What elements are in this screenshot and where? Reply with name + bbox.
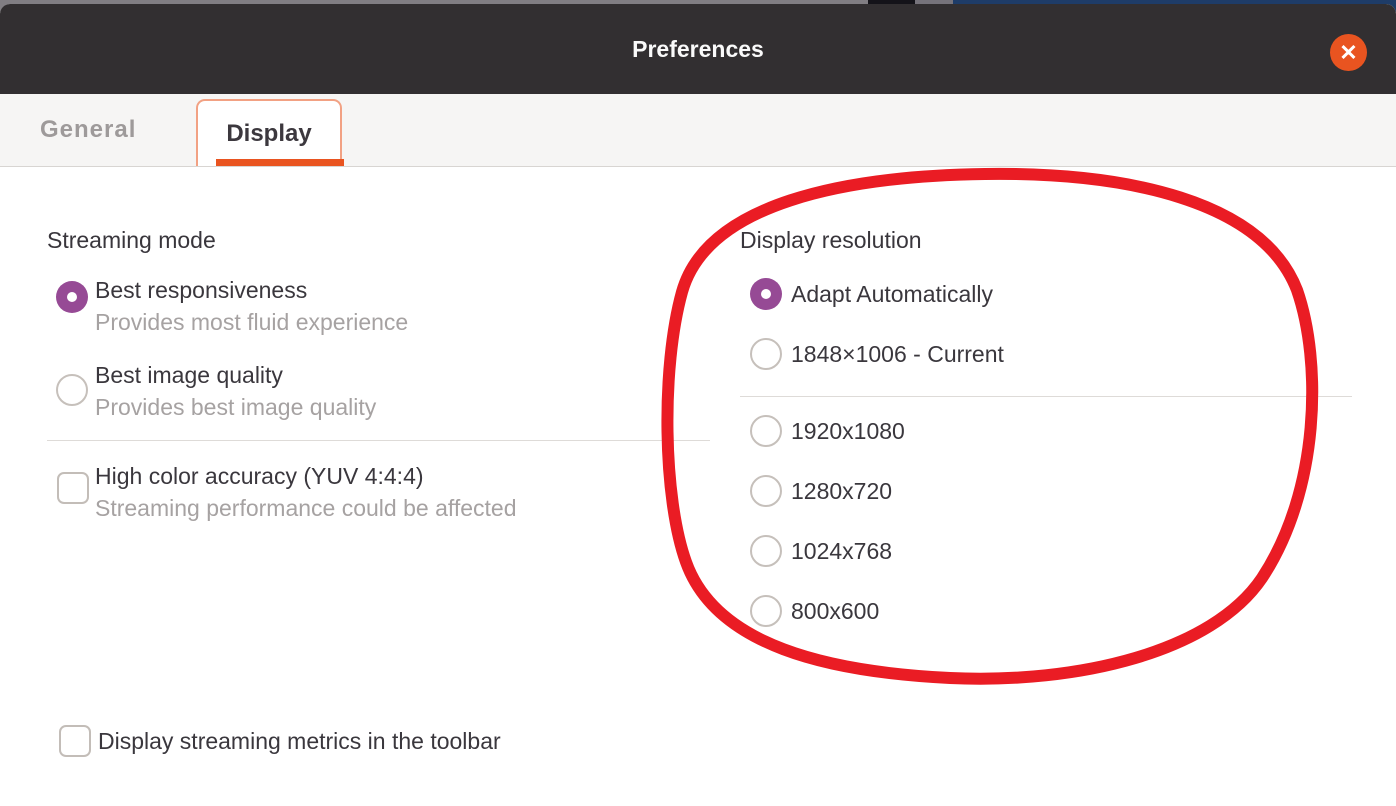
radio-icon[interactable] <box>56 374 88 406</box>
radio-best-image-quality-description: Provides best image quality <box>95 394 377 420</box>
resolution-option-1[interactable] <box>750 338 782 370</box>
streaming-metrics-label[interactable]: Display streaming metrics in the toolbar <box>98 728 501 754</box>
streaming-metrics-checkbox[interactable] <box>59 725 91 757</box>
resolution-option-4[interactable] <box>750 535 782 567</box>
radio-icon[interactable] <box>750 535 782 567</box>
resolution-option-5-label[interactable]: 800x600 <box>791 598 880 624</box>
streaming-mode-header: Streaming mode <box>47 227 216 253</box>
resolution-option-0-label[interactable]: Adapt Automatically <box>791 281 994 307</box>
tab-general-label: General <box>40 116 137 143</box>
checkbox-icon[interactable] <box>57 472 89 504</box>
radio-best-image-quality[interactable] <box>56 374 88 406</box>
radio-best-responsiveness-label[interactable]: Best responsiveness <box>95 277 308 303</box>
radio-icon[interactable] <box>750 475 782 507</box>
display-resolution-header: Display resolution <box>740 227 922 253</box>
resolution-option-1-label[interactable]: 1848×1006 - Current <box>791 341 1004 367</box>
resolution-option-5[interactable] <box>750 595 782 627</box>
checkbox-icon[interactable] <box>59 725 91 757</box>
radio-best-responsiveness-description: Provides most fluid experience <box>95 309 409 335</box>
high-color-accuracy-label[interactable]: High color accuracy (YUV 4:4:4) <box>95 463 424 489</box>
titlebar[interactable]: Preferences ✕ <box>0 4 1396 94</box>
high-color-accuracy-description: Streaming performance could be affected <box>95 495 517 521</box>
resolution-separator <box>740 396 1352 397</box>
tab-display-label: Display <box>226 119 312 147</box>
preferences-dialog: Preferences ✕ General Display Streaming … <box>0 4 1396 806</box>
display-tab-content: Streaming mode Best responsiveness Provi… <box>0 168 1396 806</box>
radio-icon[interactable] <box>56 281 88 313</box>
resolution-option-4-label[interactable]: 1024x768 <box>791 538 893 564</box>
tab-display[interactable]: Display <box>196 99 344 166</box>
resolution-option-3-label[interactable]: 1280x720 <box>791 478 893 504</box>
streaming-mode-separator <box>47 440 710 441</box>
resolution-option-2[interactable] <box>750 415 782 447</box>
tab-general[interactable]: General <box>40 94 136 166</box>
resolution-option-2-label[interactable]: 1920x1080 <box>791 418 905 444</box>
radio-icon[interactable] <box>750 338 782 370</box>
close-icon[interactable]: ✕ <box>1330 34 1367 71</box>
radio-icon[interactable] <box>750 278 782 310</box>
tab-bar: General Display <box>0 94 1396 167</box>
radio-icon[interactable] <box>750 415 782 447</box>
radio-icon[interactable] <box>750 595 782 627</box>
window-title: Preferences <box>632 35 764 62</box>
resolution-option-0[interactable] <box>750 278 782 310</box>
radio-best-image-quality-label[interactable]: Best image quality <box>95 362 283 388</box>
resolution-option-3[interactable] <box>750 475 782 507</box>
radio-best-responsiveness[interactable] <box>56 281 88 313</box>
high-color-accuracy-checkbox[interactable] <box>57 472 89 504</box>
